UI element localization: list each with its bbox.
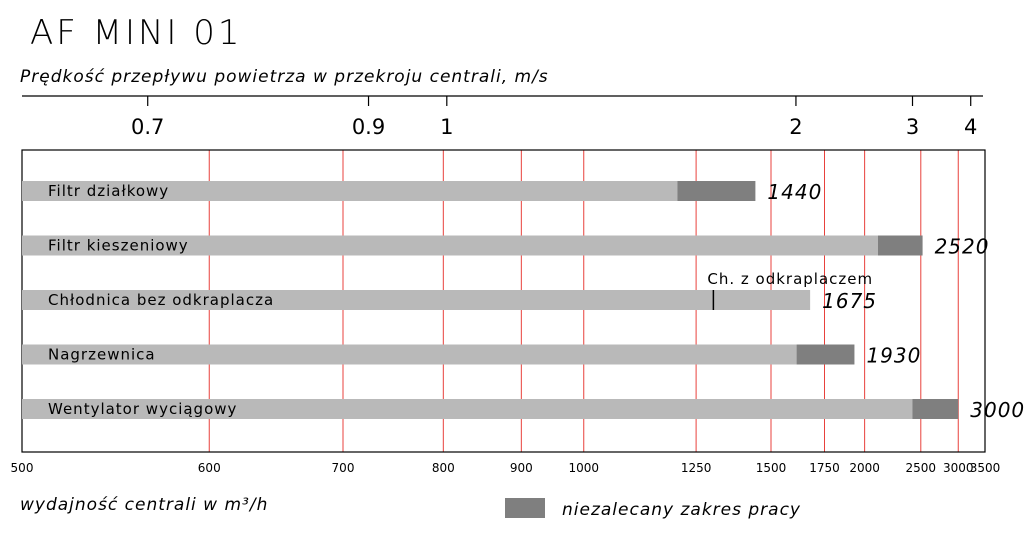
x-tick-label-2: 700 [332, 461, 355, 475]
bar-label-0: Filtr działkowy [48, 182, 169, 200]
bar-label-2: Chłodnica bez odkraplacza [48, 291, 274, 309]
x-axis-label: wydajność centrali w m³/h [20, 495, 268, 515]
bar-not-recommended-0 [677, 181, 756, 201]
x-tick-label-9: 2000 [849, 461, 880, 475]
x-tick-label-1: 600 [198, 461, 221, 475]
value-label-3: 1930 [866, 344, 921, 368]
value-label-0: 1440 [767, 180, 822, 204]
legend-label: niezalecany zakres pracy [562, 500, 801, 520]
marker-label-2: Ch. z odkraplaczem [707, 270, 873, 288]
bar-label-1: Filtr kieszeniowy [48, 237, 189, 255]
value-label-2: 1675 [822, 289, 877, 313]
bar-not-recommended-1 [878, 235, 923, 256]
bar-recommended-2 [22, 290, 811, 310]
x-tick-label-6: 1250 [681, 461, 712, 475]
top-tick-label-0: 0.7 [131, 115, 164, 139]
top-axis-label: Prędkość przepływu powietrza w przekroju… [20, 67, 549, 87]
x-tick-label-8: 1750 [809, 461, 840, 475]
x-tick-label-10: 2500 [906, 461, 937, 475]
value-label-4: 3000 [970, 398, 1024, 422]
x-tick-label-5: 1000 [568, 461, 599, 475]
x-tick-label-0: 500 [11, 461, 34, 475]
top-tick-label-2: 1 [440, 115, 453, 139]
bar-recommended-3 [22, 344, 797, 365]
bottom-axis: 500 600 700 800 900 1000 1250 1500 1750 2000 2500 3… [11, 461, 1001, 475]
bar-label-4: Wentylator wyciągowy [48, 400, 237, 418]
bar-recommended-1 [22, 235, 878, 256]
chart-title: AF MINI 01 [30, 13, 243, 53]
top-tick-label-4: 3 [906, 115, 919, 139]
top-tick-label-3: 2 [789, 115, 802, 139]
bar-recommended-0 [22, 181, 678, 201]
bars: Filtr działkowy 1440 Filtr kieszeniowy 2520… [22, 180, 1024, 422]
bar-not-recommended-3 [796, 344, 855, 365]
bar-label-3: Nagrzewnica [48, 346, 156, 364]
bar-recommended-4 [22, 399, 913, 419]
top-tick-label-5: 4 [964, 115, 977, 139]
x-tick-label-7: 1500 [756, 461, 787, 475]
x-tick-label-4: 900 [510, 461, 533, 475]
x-tick-label-11: 3000 [943, 461, 974, 475]
x-tick-label-12: 3500 [970, 461, 1001, 475]
top-axis: 0.7 0.9 1 2 3 4 [22, 95, 983, 139]
value-label-1: 2520 [935, 235, 990, 259]
top-tick-label-1: 0.9 [352, 115, 385, 139]
legend-swatch [505, 498, 545, 518]
bar-not-recommended-4 [912, 399, 959, 419]
x-tick-label-3: 800 [432, 461, 455, 475]
